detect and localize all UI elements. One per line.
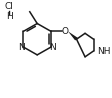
Text: O: O	[61, 27, 68, 36]
Text: NH: NH	[97, 47, 110, 56]
Text: N: N	[18, 43, 25, 52]
Text: H: H	[6, 12, 12, 21]
Text: Cl: Cl	[5, 2, 13, 11]
Text: N: N	[49, 43, 56, 52]
Polygon shape	[68, 31, 78, 40]
